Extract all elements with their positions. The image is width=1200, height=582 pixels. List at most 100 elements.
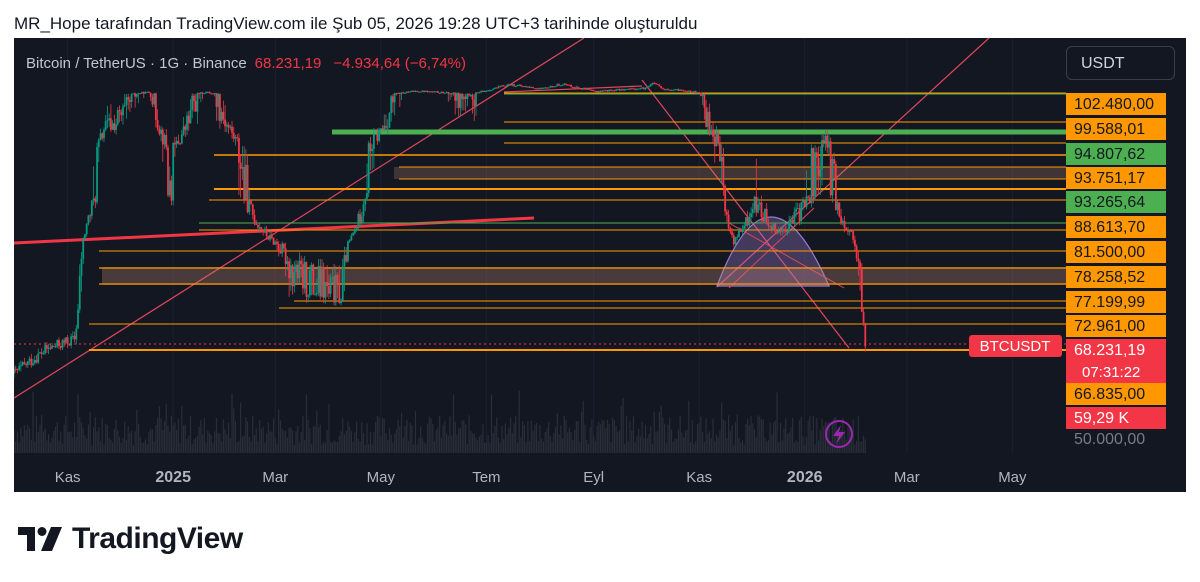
candle [20,365,22,367]
volume-bar [627,441,629,453]
volume-bar [574,429,576,453]
symbol-tag-label: BTCUSDT [980,338,1051,355]
volume-bar [684,430,686,453]
volume-bar [37,432,39,453]
volume-bar [160,418,162,453]
volume-bar [420,426,422,453]
volume-bar [80,422,83,453]
volume-bar [738,437,740,453]
candle [359,213,361,223]
candle [665,89,668,91]
candle [277,244,280,252]
volume-bar [819,429,821,453]
volume-bar [345,431,347,453]
volume-bar [745,424,747,453]
candle [397,92,400,94]
candle [328,286,330,294]
candle [120,111,123,116]
candle [793,212,796,224]
volume-bar [729,431,731,453]
candle [25,363,28,366]
volume-bar [383,418,385,453]
candle [487,90,489,92]
volume-bar [741,440,744,453]
volume-bar [115,419,117,453]
volume-bar [847,427,849,453]
candle [260,227,263,231]
candle [862,311,865,325]
candle [833,159,836,165]
candle [101,133,104,139]
volume-bar [722,419,725,453]
candle [525,86,528,88]
volume-bar [797,441,799,453]
candle [312,264,315,295]
volume-bar [387,439,389,453]
volume-bar [451,435,453,453]
volume-bar [48,434,50,453]
volume-bar [163,421,166,453]
volume-bar [375,422,377,453]
volume-bar [644,424,647,453]
candle [315,292,318,295]
volume-bar [136,409,138,453]
volume-bar [553,433,555,453]
volume-bar [395,429,397,453]
chart-frame[interactable]: Kas 2025 Mar May Tem Eyl Kas 2026 Mar May 102.480,… [14,38,1186,492]
volume-bar [214,431,216,453]
candle [781,228,784,232]
volume-bar [816,417,818,453]
volume-bar [402,437,404,453]
volume-bar [603,421,605,453]
candle [616,88,619,90]
volume-bar [77,394,79,453]
volume-bar [509,417,512,453]
volume-bar [612,417,614,453]
candle [402,92,405,94]
candle [156,120,159,129]
candle [201,92,204,94]
candle [21,362,24,366]
candle [701,93,704,96]
volume-bar [331,442,333,453]
volume-bar [20,427,22,453]
volume-bar [726,438,728,453]
volume-bar [548,422,550,453]
candle [179,143,182,145]
volume-bar [596,425,598,453]
volume-bar [670,429,673,453]
candle [741,228,744,232]
volume-bar [340,431,342,453]
countdown-label: 07:31:22 [1082,364,1140,381]
chart-canvas[interactable]: Kas 2025 Mar May Tem Eyl Kas 2026 Mar May 102.480,… [14,38,1186,492]
candle [300,260,303,265]
volume-bar [215,417,218,453]
candle [546,87,548,89]
candle [694,91,697,94]
volume-bar [828,421,830,453]
volume-bar [188,435,190,453]
candle [194,101,197,112]
candle [141,92,143,94]
volume-bar [39,424,41,453]
candle [395,93,398,95]
candle [443,92,446,94]
candle [243,167,246,200]
candle [547,87,550,89]
price-tag-bg [1066,216,1166,238]
volume-bar [350,431,353,453]
candle [663,89,666,91]
candle [559,85,562,87]
volume-bar [714,440,716,453]
volume-bar [30,439,32,453]
candle [791,220,794,224]
currency-unit-button[interactable]: USDT [1066,46,1175,80]
volume-bar [861,441,863,453]
candle [596,90,598,92]
candle [807,196,810,198]
candle [431,91,434,93]
candle [210,93,213,95]
candle [414,90,417,92]
candle [123,105,126,107]
candle [750,213,752,218]
